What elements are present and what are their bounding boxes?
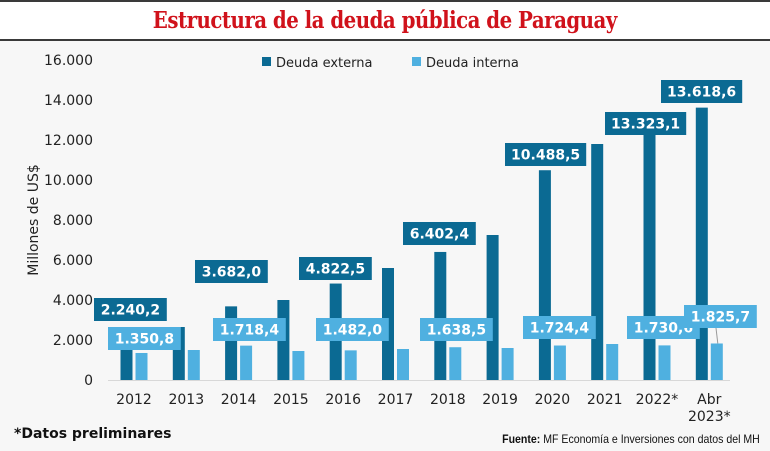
x-tick-label: 2013 (168, 392, 204, 408)
data-label-externa: 13.618,6 (667, 85, 736, 101)
data-label-interna-box (627, 316, 700, 339)
data-label-externa: 4.822,5 (306, 262, 365, 278)
bar-interna (501, 348, 514, 380)
x-tick-label: 2019 (482, 392, 518, 408)
y-tick-label: 0 (84, 373, 93, 389)
data-label-externa: 2.240,2 (101, 303, 160, 319)
bar-interna (553, 345, 566, 380)
y-tick-label: 8.000 (53, 213, 93, 229)
data-label-externa-box (299, 257, 372, 280)
x-tick-label: 2012 (116, 392, 152, 408)
data-label-interna-box (420, 318, 493, 341)
legend-swatch-externa (262, 57, 271, 66)
y-tick-label: 14.000 (44, 93, 93, 109)
bar-externa (695, 107, 708, 381)
top-rule (0, 0, 770, 2)
data-label-externa-box (505, 143, 587, 166)
data-label-externa-box (195, 260, 268, 283)
y-axis-label: Millones de US$ (26, 164, 42, 276)
bar-externa (538, 170, 551, 380)
footnote: *Datos preliminares (14, 426, 172, 442)
data-label-externa: 13.323,1 (611, 117, 680, 133)
data-label-interna-box (213, 318, 286, 341)
x-tick-label: 2016 (325, 392, 361, 408)
bar-interna (710, 343, 723, 380)
y-tick-label: 12.000 (44, 133, 93, 149)
x-tick-label: Abr (697, 392, 721, 408)
data-label-externa-box (661, 80, 743, 103)
x-tick-label: 2021 (587, 392, 623, 408)
data-label-externa-box (94, 298, 167, 321)
x-tick-label: 2015 (273, 392, 309, 408)
data-label-interna: 1.638,5 (427, 323, 486, 339)
bar-externa (434, 251, 447, 380)
data-label-externa: 10.488,5 (511, 148, 580, 164)
data-label-interna-box (108, 327, 181, 350)
data-label-externa-box (605, 112, 687, 135)
bar-interna (658, 345, 671, 380)
data-label-externa-box (403, 222, 476, 245)
bar-interna (187, 350, 200, 380)
data-label-interna: 1.825,7 (691, 310, 750, 326)
data-label-interna-box (684, 305, 757, 328)
bar-interna (292, 351, 305, 380)
data-label-interna-box (316, 318, 389, 341)
y-tick-label: 10.000 (44, 173, 93, 189)
source-label: Fuente: (502, 432, 541, 446)
x-tick-label: 2017 (378, 392, 414, 408)
data-label-interna: 1.724,4 (530, 321, 590, 337)
source-note: Fuente: MF Economía e Inversiones con da… (502, 432, 760, 446)
x-tick-label: 2020 (535, 392, 571, 408)
legend-label-interna: Deuda interna (426, 56, 519, 71)
bar-externa (225, 306, 238, 380)
legend-swatch-interna (412, 57, 421, 66)
bar-externa (643, 113, 656, 381)
bar-externa (486, 235, 499, 380)
x-tick-label: 2018 (430, 392, 466, 408)
y-tick-label: 2.000 (53, 333, 93, 349)
bar-interna (344, 350, 357, 380)
title-rule (0, 39, 770, 41)
bar-interna (397, 349, 409, 380)
data-label-interna-box (523, 316, 596, 339)
leader-line (715, 327, 719, 344)
x-tick-label: 2022* (636, 392, 679, 408)
chart-title: Estructura de la deuda pública de Paragu… (152, 7, 618, 34)
legend-label-externa: Deuda externa (276, 56, 372, 71)
data-label-externa: 3.682,0 (202, 265, 262, 281)
data-label-interna: 1.718,4 (220, 323, 280, 339)
bar-interna (240, 345, 253, 380)
y-tick-label: 6.000 (53, 253, 93, 269)
bar-externa (591, 144, 604, 380)
y-tick-label: 16.000 (44, 53, 93, 69)
bar-interna (606, 344, 619, 380)
title-band: Estructura de la deuda pública de Paragu… (0, 2, 770, 39)
bar-interna (135, 352, 148, 380)
data-label-interna: 1.350,8 (115, 332, 174, 348)
data-label-interna: 1.482,0 (323, 323, 383, 339)
y-tick-label: 4.000 (53, 293, 93, 309)
bar-interna (449, 347, 462, 380)
source-text: MF Economía e Inversiones con datos del … (543, 432, 760, 446)
data-label-interna: 1.730,6 (634, 321, 693, 337)
x-tick-label: 2014 (221, 392, 257, 408)
data-label-externa: 6.402,4 (410, 227, 470, 243)
x-tick-label: 2023* (688, 409, 731, 425)
